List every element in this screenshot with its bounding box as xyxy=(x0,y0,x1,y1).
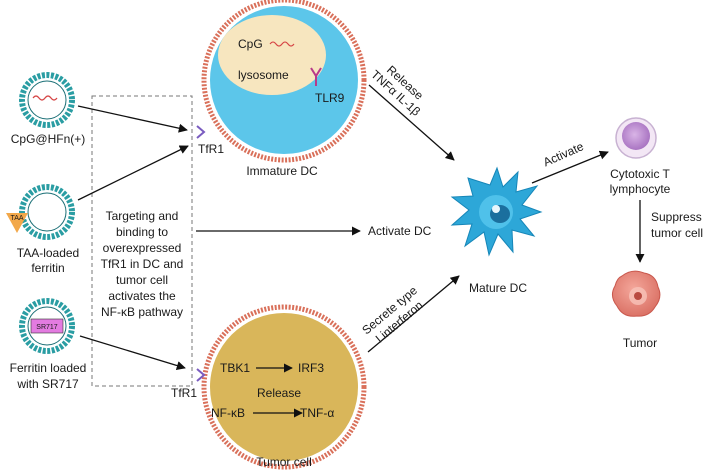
tfr1-label-tumor: TfR1 xyxy=(171,386,197,400)
sr717-tag: SR717 xyxy=(36,324,58,331)
tumor-label: Tumor xyxy=(623,336,657,350)
immature-dc-label: Immature DC xyxy=(246,164,318,178)
activate-dc-label: Activate DC xyxy=(368,224,432,238)
t-cell-icon xyxy=(616,118,656,158)
cpg-hfn-label: CpG@HFn(+) xyxy=(11,132,86,146)
targeting-text: Targeting and binding to overexpressed T… xyxy=(101,209,184,319)
targeting-line: TfR1 in DC and xyxy=(101,257,184,271)
tfr1-receptor-icon xyxy=(197,126,204,138)
release-label: Release xyxy=(257,386,301,400)
suppress-label-line1: Suppress xyxy=(651,210,702,224)
targeting-line: tumor cell xyxy=(116,273,168,287)
sr717-ferritin-particle: SR717 xyxy=(22,301,72,351)
activate-text: Activate xyxy=(541,139,586,169)
taa-label-line2: ferritin xyxy=(31,261,64,275)
sr717-label-line2: with SR717 xyxy=(16,377,79,391)
mature-dc-label: Mature DC xyxy=(469,281,527,295)
tnf-label: TNF-α xyxy=(300,406,334,420)
targeting-line: binding to xyxy=(116,225,168,239)
arrow-sr717-to-tumor xyxy=(80,336,185,368)
tumor-cell: TBK1 IRF3 Release NF-κB TNF-α xyxy=(204,307,364,467)
suppress-label-line2: tumor cell xyxy=(651,226,703,240)
taa-tag: TAA xyxy=(10,215,23,222)
tumor-icon xyxy=(612,271,659,316)
arrow-taa-to-dc xyxy=(78,146,188,200)
activate-label: Activate xyxy=(541,139,586,169)
t-cell-label-line2: lymphocyte xyxy=(610,182,671,196)
sr717-label-line1: Ferritin loaded xyxy=(10,361,87,375)
lysosome-label: lysosome xyxy=(238,68,289,82)
cpg-hfn-particle xyxy=(22,75,72,125)
tbk1-label: TBK1 xyxy=(220,361,250,375)
t-cell-label-line1: Cytotoxic T xyxy=(610,167,670,181)
immature-dc-cell: CpG lysosome TLR9 xyxy=(204,0,364,160)
tfr1-receptor-icon xyxy=(197,369,204,381)
targeting-line: Targeting and xyxy=(106,209,179,223)
taa-ferritin-particle: TAA xyxy=(6,187,72,237)
tumor-cell-label: Tumor cell xyxy=(256,455,312,469)
nfkb-label: NF-κB xyxy=(211,406,245,420)
taa-label-line1: TAA-loaded xyxy=(17,246,79,260)
secrete-interferon-text: Secrete type I interferon xyxy=(359,283,429,349)
cpg-label: CpG xyxy=(238,37,263,51)
targeting-line: activates the xyxy=(108,289,176,303)
irf3-label: IRF3 xyxy=(298,361,324,375)
release-cytokines-text: Release TNFα IL-1β xyxy=(368,57,432,119)
lysosome-icon xyxy=(218,15,326,95)
arrow-cpg-to-dc xyxy=(78,106,187,130)
tlr9-label: TLR9 xyxy=(315,91,345,105)
tfr1-label-dc: TfR1 xyxy=(198,142,224,156)
mature-dc-icon xyxy=(452,168,541,255)
targeting-line: NF-κB pathway xyxy=(101,305,183,319)
targeting-line: overexpressed xyxy=(103,241,182,255)
